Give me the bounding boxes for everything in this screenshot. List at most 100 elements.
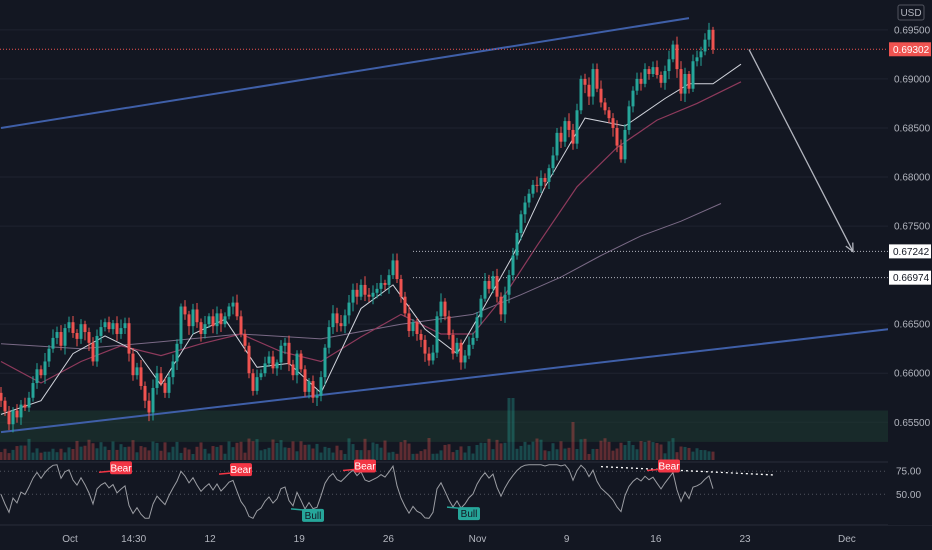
currency-label: USD [900,8,921,19]
candle-body [339,323,343,327]
candle-body [395,260,399,280]
candle-body [615,127,619,146]
volume-bar [635,449,639,460]
channel-upper-line [0,17,690,129]
volume-bar [47,451,51,460]
candle-body [347,302,351,316]
volume-bar [375,443,379,460]
volume-bar [575,449,579,460]
volume-bar [415,453,419,460]
volume-bar [551,443,555,460]
candle-body [659,74,663,83]
candle-body [559,132,563,142]
rsi-trendline [600,465,774,476]
candle-body [447,316,451,335]
candle-body [527,193,531,203]
price-tick-label: 0.68000 [894,173,931,184]
volume-bar [27,438,31,460]
volume-bar [183,447,187,460]
volume-bar [107,449,111,460]
volume-bar [139,446,143,460]
volume-bar [351,444,355,460]
candle-body [427,353,431,361]
candle-body [3,400,7,412]
volume-bar [571,422,575,460]
volume-bar [295,451,299,460]
candle-body [343,315,347,327]
time-axis[interactable]: Oct 14:30 12 19 26 Nov 9 16 23 Dec [62,534,856,545]
bear-badge [354,459,376,473]
candle-body [611,118,615,128]
volume-bar [419,451,423,460]
price-label-text: 0.69302 [893,45,930,56]
horizontal-levels[interactable] [0,48,888,279]
candle-body [215,313,219,327]
volume-bar [63,452,67,460]
candle-body [171,361,175,378]
candle-body [623,129,627,160]
volume-bar [563,448,567,460]
volume-bar [219,445,223,460]
volume-bar [615,448,619,460]
volume-bar [239,441,243,460]
volume-bar [599,440,603,460]
volume-bar [659,444,663,460]
volume-bar [111,441,115,460]
time-tick-label: 12 [205,534,217,545]
volume-bar [411,453,415,460]
candle-body [455,342,459,354]
candle-body [195,309,199,323]
candle-body [83,324,87,333]
candle-body [635,78,639,91]
candle-body [627,106,631,130]
volume-bar [655,443,659,460]
bear-label: Bear [110,463,132,474]
volume-bar [251,441,255,460]
price-label-text: 0.67242 [893,247,930,258]
candle-body [263,363,267,374]
volume-bar [519,445,523,460]
volume-bar [639,441,643,460]
candle-body [299,353,303,370]
volume-bar [583,438,587,460]
candle-body [451,334,455,354]
volume-bar [535,438,539,460]
candle-body [387,275,391,285]
candle-body [595,69,599,89]
candle-body [307,381,311,392]
forecast-arrow-line [748,49,854,252]
volume-bar [279,440,283,460]
candle-body [563,121,567,142]
volume-bar [51,448,55,460]
candle-body [227,306,231,317]
candle-body [187,314,191,327]
candle-body [663,71,667,83]
volume-bar [67,447,71,460]
volume-bar [567,447,571,460]
candle-body [243,333,247,346]
volume-bar [267,447,271,460]
volume-bar [331,452,335,460]
candlesticks [0,22,715,433]
volume-bar [91,443,95,460]
volume-bar [119,444,123,460]
volume-bar [355,450,359,460]
candle-body [683,73,687,94]
rsi-line [0,464,714,519]
candle-body [675,44,679,70]
volume-bar [39,452,43,460]
candle-body [519,214,523,233]
forecast-arrow[interactable] [748,49,854,253]
volume-bar [679,446,683,460]
candle-body [103,322,107,328]
volume-bar [259,450,263,460]
time-tick-label: 9 [564,534,570,545]
candle-body [47,348,51,362]
volume-bar [691,451,695,460]
candle-body [275,362,279,369]
price-axis[interactable]: USD 0.69500 0.69000 0.68500 0.68000 0.67500 0… [888,0,932,525]
candle-body [11,410,15,425]
volume-bar [307,444,311,460]
price-label-text: 0.66974 [893,273,930,284]
